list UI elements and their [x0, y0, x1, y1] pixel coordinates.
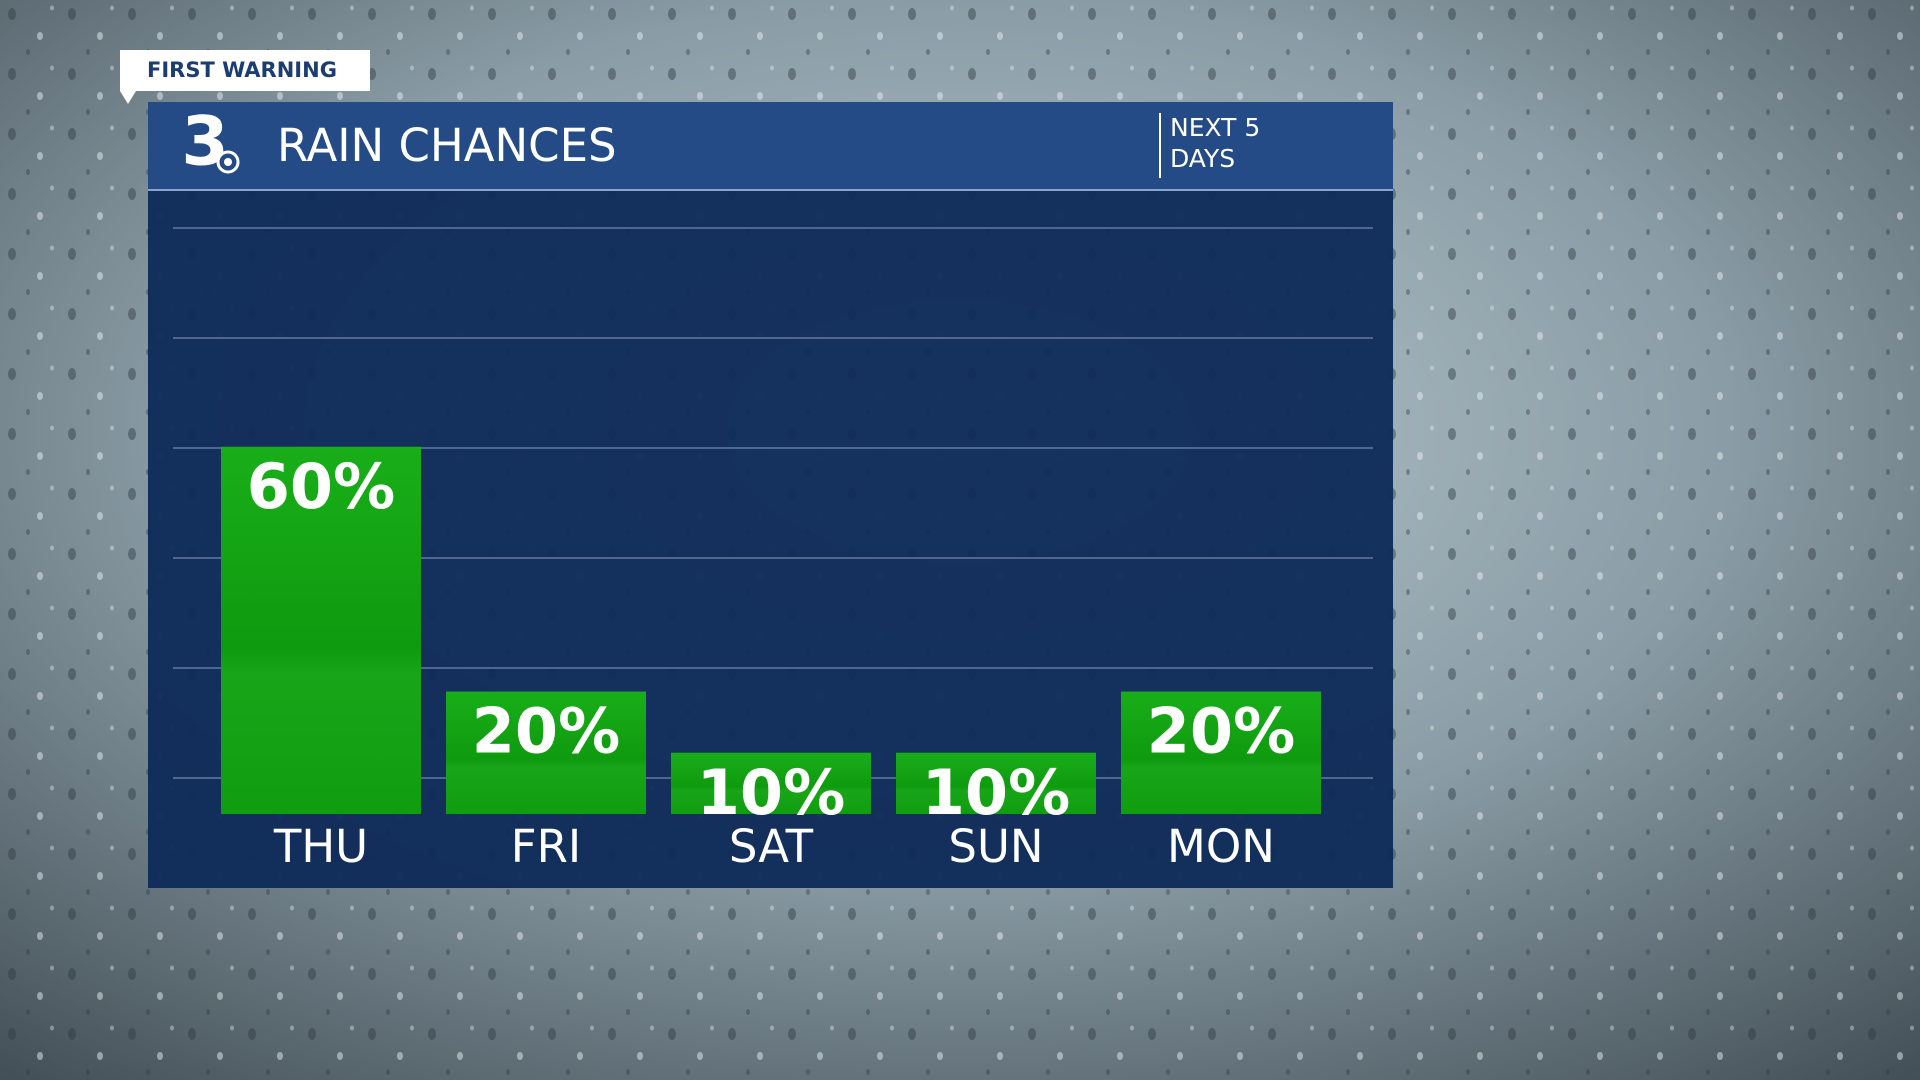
value-label: 10%: [922, 756, 1070, 829]
bar-shade: [221, 446, 421, 814]
value-label: 20%: [472, 695, 620, 768]
badge-text: FIRST WARNING: [147, 58, 337, 82]
value-label: 60%: [247, 450, 395, 523]
logo-pupil: [224, 158, 232, 166]
header-bar: [148, 102, 1393, 190]
x-tick-label: MON: [1167, 820, 1275, 873]
bar-shade: [1121, 691, 1321, 814]
x-tick-label: SAT: [729, 820, 814, 873]
bar-shade: [671, 752, 871, 814]
value-label: 10%: [697, 756, 845, 829]
bar-shade: [896, 752, 1096, 814]
chart-title: RAIN CHANCES: [277, 119, 617, 172]
x-tick-label: FRI: [511, 820, 581, 873]
bar-shade: [446, 691, 646, 814]
value-label: 20%: [1147, 695, 1295, 768]
x-tick-label: SUN: [948, 820, 1043, 873]
badge-box: [120, 50, 370, 104]
x-tick-label: THU: [273, 820, 368, 873]
subtitle-box: NEXT 5 DAYS: [1170, 113, 1261, 173]
chart-subtitle: NEXT 5 DAYS: [1170, 113, 1261, 173]
